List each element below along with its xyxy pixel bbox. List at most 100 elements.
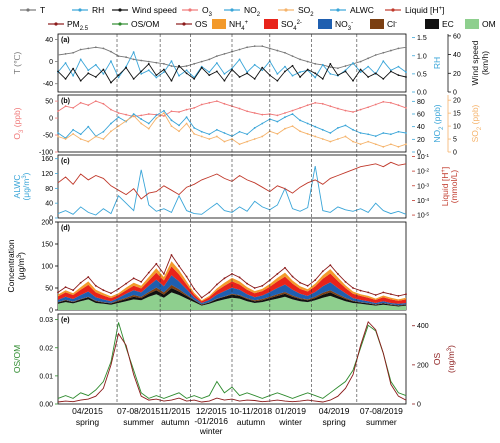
- left-tick-label: 50: [45, 286, 53, 293]
- point-so2: [306, 132, 309, 135]
- point-no2: [87, 125, 90, 128]
- point-rh: [110, 60, 112, 63]
- point-o3: [79, 101, 82, 104]
- period-season: spring: [76, 417, 99, 427]
- left-axis-label: ALWC: [12, 175, 22, 199]
- point-wind-speed: [359, 68, 362, 71]
- point-pm2-5: [306, 284, 309, 287]
- legend-marker: [284, 8, 288, 12]
- point-t: [405, 46, 407, 49]
- point-t: [253, 45, 256, 48]
- right-tick-label: 10-4: [417, 196, 429, 205]
- point-wind-speed: [223, 79, 226, 82]
- point-t: [79, 48, 82, 51]
- point-no2: [238, 130, 241, 133]
- legend-swatch: [212, 19, 226, 29]
- point-so2: [163, 112, 165, 115]
- legend-swatch: [465, 19, 479, 29]
- point-rh: [140, 72, 143, 75]
- point-rh: [397, 65, 400, 68]
- legend-item-t: T: [20, 5, 45, 15]
- point-o3: [359, 108, 362, 111]
- point-t: [382, 51, 385, 54]
- left-tick-label: 0: [49, 59, 53, 66]
- point-pm2-5: [140, 280, 143, 283]
- point-wind-speed: [299, 76, 301, 78]
- point-o3: [238, 107, 241, 110]
- point-pm2-5: [72, 289, 75, 292]
- point-pm2-5: [389, 293, 392, 296]
- point-pm2-5: [193, 287, 196, 290]
- legend-label: Liquid [H+]: [405, 5, 444, 15]
- point-so2: [382, 145, 385, 148]
- point-so2: [238, 143, 241, 146]
- period-label: 12/2015: [196, 406, 227, 416]
- point-wind-speed: [79, 79, 82, 82]
- point-o3: [374, 103, 377, 106]
- legend-label: SO42-: [281, 19, 302, 32]
- point-rh: [117, 76, 120, 79]
- left-tick-label: 80: [45, 186, 53, 193]
- point-wind-speed: [405, 76, 407, 78]
- point-no2: [170, 119, 173, 122]
- point-pm2-5: [329, 264, 332, 267]
- left-tick-label: 0.00: [39, 402, 53, 409]
- point-wind-speed: [155, 74, 158, 77]
- point-so2: [72, 132, 75, 135]
- point-wind-speed: [397, 74, 400, 77]
- period-label: 04/2015: [72, 406, 103, 416]
- point-rh: [72, 74, 75, 77]
- legend-label: ALWC: [350, 5, 374, 15]
- point-o3: [223, 102, 226, 105]
- point-rh: [79, 58, 82, 61]
- point-pm2-5: [284, 266, 286, 269]
- point-rh: [132, 51, 135, 54]
- panel-d: (d) 200 150 100 50 0 Concentration (μg/m3): [6, 220, 407, 315]
- point-wind-speed: [374, 72, 377, 75]
- point-no2: [344, 124, 347, 127]
- legend-item-no3-: NO3-: [318, 19, 353, 32]
- point-no2: [397, 130, 400, 133]
- point-o3: [329, 105, 332, 108]
- point-no2: [155, 114, 158, 117]
- point-rh: [321, 63, 324, 66]
- period-label: 10-11/2018: [230, 406, 273, 416]
- legend-label: RH: [92, 5, 104, 15]
- point-rh: [382, 60, 385, 63]
- point-rh: [405, 71, 407, 73]
- point-pm2-5: [359, 289, 362, 292]
- point-t: [337, 67, 339, 70]
- point-rh: [314, 76, 317, 79]
- left-tick-label: 0: [49, 308, 53, 315]
- point-so2: [132, 114, 135, 117]
- point-so2: [359, 143, 362, 146]
- legend-label: NH4+: [229, 19, 249, 32]
- point-pm2-5: [57, 291, 59, 294]
- point-pm2-5: [110, 292, 112, 295]
- point-no2: [291, 113, 294, 115]
- period-season: autumn: [161, 417, 190, 427]
- point-rh: [359, 71, 362, 73]
- point-rh: [291, 74, 294, 77]
- point-rh: [223, 72, 226, 75]
- point-so2: [178, 130, 180, 133]
- point-t: [170, 65, 173, 67]
- point-wind-speed: [185, 72, 188, 75]
- point-so2: [276, 132, 279, 135]
- legend-marker: [336, 8, 340, 12]
- right-axis-label: NO2 (ppb): [432, 104, 445, 142]
- legend-swatch: [264, 19, 278, 29]
- right-tick-label: 0.0: [417, 90, 427, 97]
- point-pm2-5: [102, 289, 105, 292]
- panel-e: (e) 0.03 0.02 0.01 0.00 OS/OM 400 200 0 OS (ng/m3): [12, 313, 456, 409]
- point-so2: [314, 135, 317, 138]
- legend-label: Cl-: [387, 19, 397, 29]
- point-so2: [397, 145, 400, 148]
- point-so2: [57, 135, 59, 138]
- point-no2: [367, 133, 370, 136]
- panel-a: (a) 40 0 -40 T (℃) 1.5 1.0 0.5 0.0 RH 60 40 20 0 Wind …: [12, 33, 490, 96]
- point-pm2-5: [132, 277, 135, 280]
- point-so2: [405, 143, 407, 146]
- point-pm2-5: [253, 287, 256, 289]
